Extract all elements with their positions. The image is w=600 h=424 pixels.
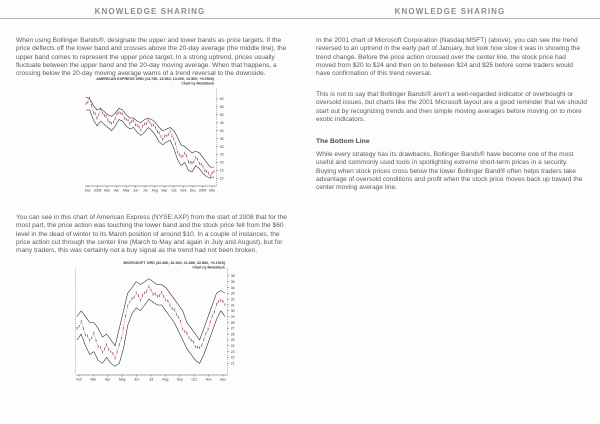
x-tick-label: Apr	[114, 188, 120, 192]
x-tick-label: Nov	[180, 188, 186, 192]
y-tick-label: 27	[231, 327, 235, 331]
lower-band-line	[86, 109, 215, 179]
y-tick-label: 60	[220, 97, 224, 101]
y-tick-label: 22	[231, 356, 235, 360]
y-tick-label: 35	[220, 137, 224, 141]
chart-title: MICROSOFT ORD (32.380, 32.940, 31.880, 3…	[123, 261, 225, 265]
x-tick-label: Jun	[133, 188, 139, 192]
x-tick-label: 2008	[94, 188, 102, 192]
y-tick-label: 32	[231, 297, 235, 301]
y-tick-label: 15	[220, 169, 224, 173]
y-tick-label: 28	[231, 321, 235, 325]
x-tick-label: Dec	[220, 377, 226, 381]
upper-band-line	[85, 97, 214, 168]
x-tick-label: Dec	[190, 188, 196, 192]
page-left: KNOWLEDGE SHARING When using Bollinger B…	[16, 7, 287, 381]
y-tick-label: 34	[231, 286, 235, 290]
y-tick-label: 55	[220, 105, 224, 109]
lower-band-line	[76, 298, 226, 367]
left-paragraph-axp-analysis: You can see in this chart of American Ex…	[16, 213, 287, 255]
y-tick-label: 45	[220, 121, 224, 125]
left-paragraph-bollinger-intro: When using Bollinger Bands®, designate t…	[16, 36, 287, 78]
header-divider-rule	[0, 18, 600, 19]
x-tick-label: Aug	[162, 377, 168, 381]
x-tick-label: Aug	[152, 188, 158, 192]
y-tick-label: 40	[220, 129, 224, 133]
chart-subtitle: Chart by MetaStock	[181, 82, 214, 86]
y-tick-label: 33	[231, 292, 235, 296]
x-tick-label: Jul	[143, 188, 148, 192]
x-tick-label: 2009	[199, 188, 207, 192]
upper-band-line	[76, 278, 226, 347]
right-paragraph-caveat: This is not to say that Bollinger Bands®…	[316, 90, 587, 123]
y-tick-label: 24	[231, 344, 235, 348]
y-tick-label: 10	[220, 177, 224, 181]
bottom-line-heading: The Bottom Line	[316, 137, 370, 145]
y-tick-label: 20	[220, 161, 224, 165]
x-tick-label: Sep	[177, 377, 183, 381]
moving-average-line	[76, 286, 226, 359]
microsoft-chart: MICROSOFT ORD (32.380, 32.940, 31.880, 3…	[75, 261, 235, 381]
x-tick-label: Mar	[104, 188, 111, 192]
y-tick-label: 29	[231, 315, 235, 319]
y-tick-label: 30	[231, 309, 235, 313]
x-tick-label: May	[123, 188, 130, 192]
y-tick-label: 35	[231, 280, 235, 284]
american-express-chart: AMERICAN EXPRESS ORD (13.750, 13.960, 13…	[85, 77, 224, 192]
y-tick-label: 36	[231, 274, 235, 278]
y-tick-label: 21	[231, 362, 235, 366]
y-tick-label: 25	[220, 153, 224, 157]
y-tick-label: 25	[231, 338, 235, 342]
page-right: KNOWLEDGE SHARING In the 2001 chart of M…	[300, 0, 600, 424]
chart-title: AMERICAN EXPRESS ORD (13.750, 13.960, 13…	[96, 77, 215, 81]
page-left-header: KNOWLEDGE SHARING	[94, 7, 206, 16]
right-paragraph-bottom-line: While every strategy has its drawbacks, …	[316, 150, 583, 192]
y-tick-label: 30	[220, 145, 224, 149]
x-tick-label: Oct	[171, 188, 176, 192]
y-tick-label: 26	[231, 332, 235, 336]
y-tick-label: 50	[220, 113, 224, 117]
x-tick-label: Sep	[161, 188, 167, 192]
x-tick-label: Jun	[134, 377, 140, 381]
y-tick-label: 23	[231, 350, 235, 354]
page-right-header: KNOWLEDGE SHARING	[394, 7, 506, 16]
x-tick-label: May	[119, 377, 126, 381]
moving-average-line	[85, 97, 215, 177]
y-tick-label: 31	[231, 303, 235, 307]
x-tick-label: Apr	[105, 377, 111, 381]
x-tick-label: Dec	[85, 188, 91, 192]
x-tick-label: Mar	[209, 188, 216, 192]
right-paragraph-msft-analysis: In the 2001 chart of Microsoft Corporati…	[316, 36, 581, 78]
x-tick-label: Mar	[90, 377, 97, 381]
chart-subtitle: Chart by MetaStock	[192, 266, 225, 270]
x-tick-label: Jul	[149, 377, 154, 381]
x-tick-label: Feb	[76, 377, 82, 381]
x-tick-label: Nov	[206, 377, 212, 381]
x-tick-label: Oct	[192, 377, 197, 381]
